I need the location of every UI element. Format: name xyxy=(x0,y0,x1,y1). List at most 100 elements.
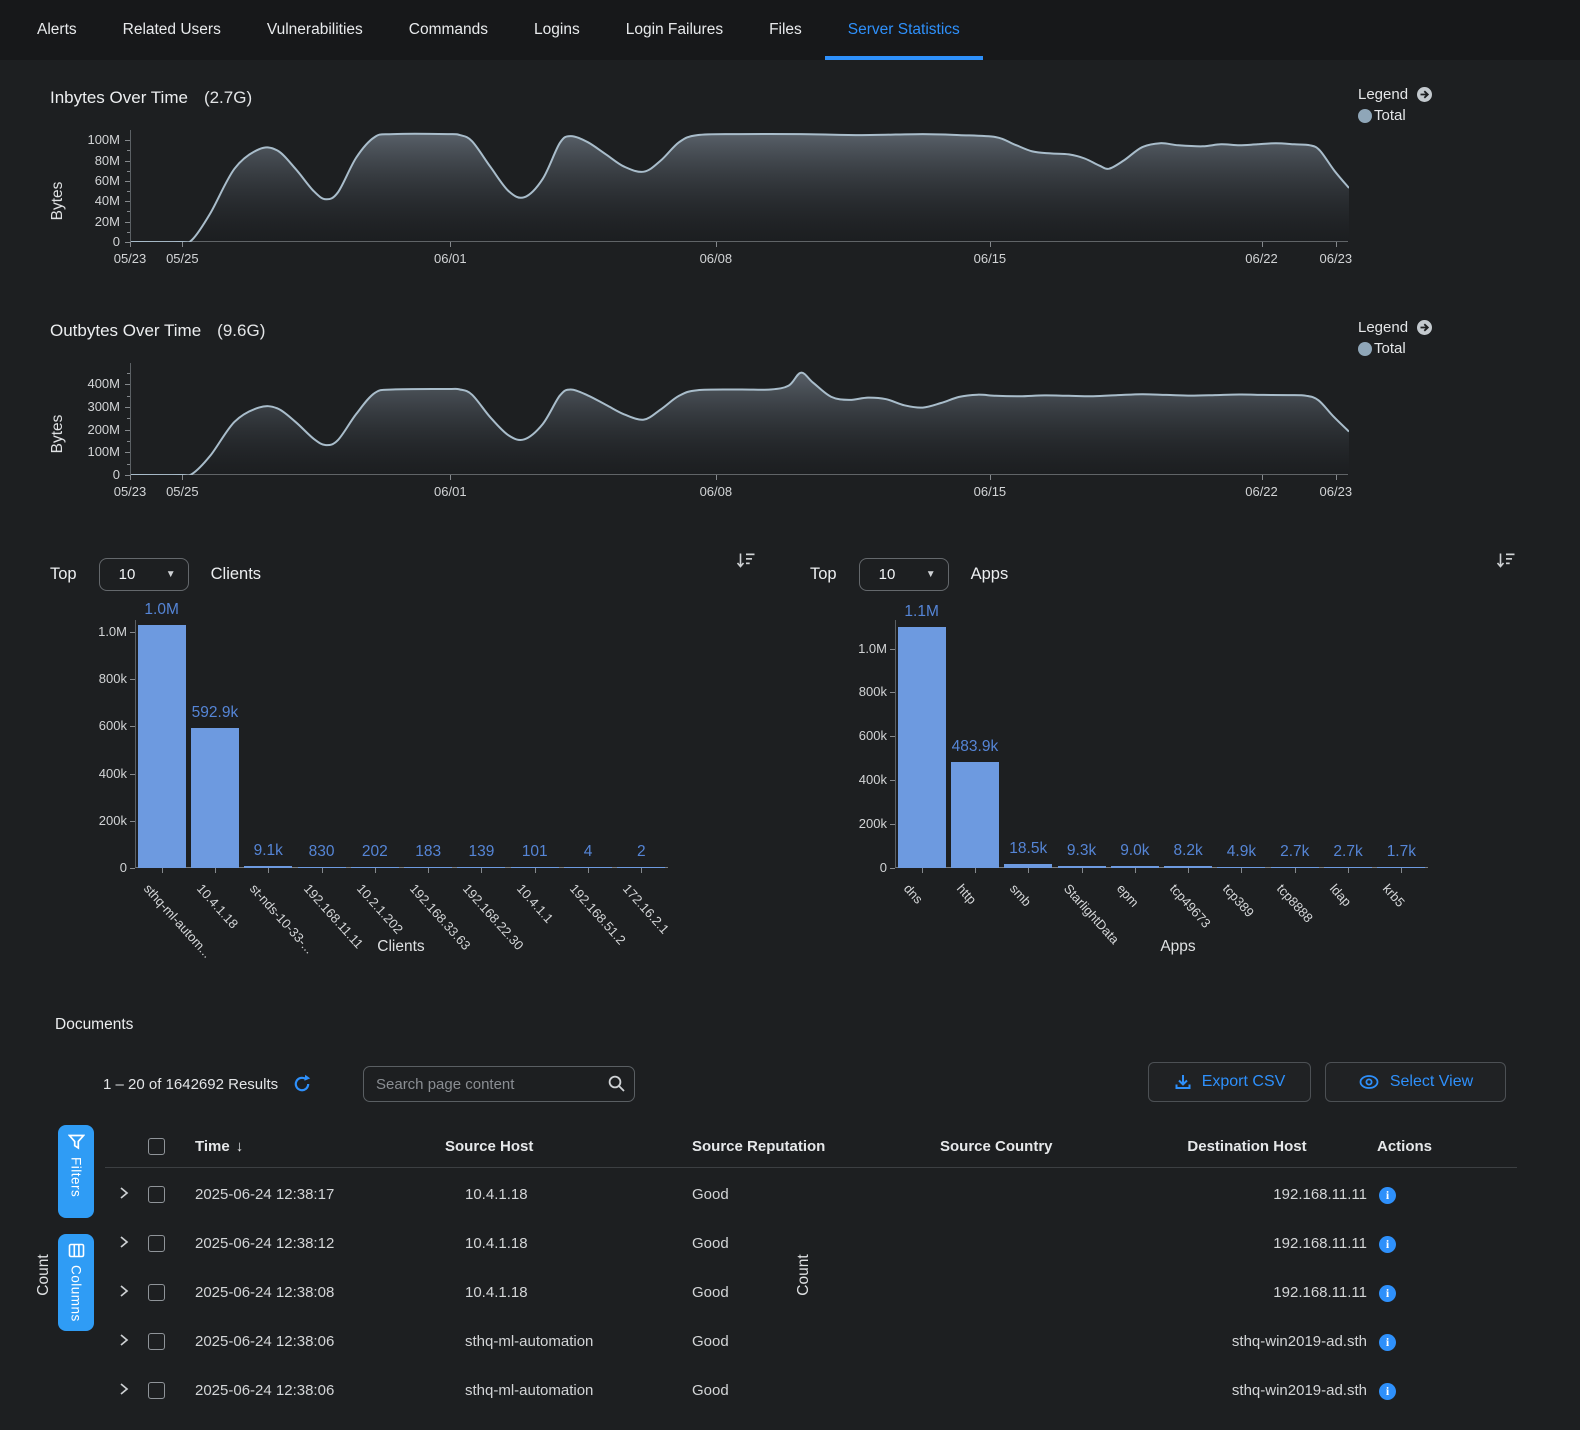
bar-st-nds-10-33[interactable] xyxy=(244,865,293,868)
bar-value-label: 9.1k xyxy=(253,841,283,859)
expand-row-chevron-icon[interactable] xyxy=(119,1186,129,1200)
x-axis-title: Apps xyxy=(1160,938,1196,955)
x-axis-tick-label: 06/22 xyxy=(1245,484,1278,499)
bar-tcp8888[interactable] xyxy=(1270,867,1319,868)
x-axis-tick-label: 05/25 xyxy=(166,484,199,499)
bar-192-168-51-2[interactable] xyxy=(564,867,613,868)
tab-alerts[interactable]: Alerts xyxy=(37,21,77,38)
legend-expand-icon[interactable] xyxy=(1416,319,1433,336)
y-axis-tick-label: 400k xyxy=(858,772,887,788)
x-axis-category-label: 172.16.2.1 xyxy=(620,881,673,937)
bar-dns[interactable] xyxy=(897,626,946,868)
row-checkbox[interactable] xyxy=(148,1382,165,1399)
bar-epm[interactable] xyxy=(1110,866,1159,868)
row-checkbox[interactable] xyxy=(148,1333,165,1350)
select-view-label: Select View xyxy=(1389,1073,1474,1090)
bar-192-168-11-11[interactable] xyxy=(297,867,346,868)
bar-sthq-ml-autom[interactable] xyxy=(137,624,186,868)
column-header-source-country[interactable]: Source Country xyxy=(940,1137,1053,1155)
y-axis-tick-label: 200k xyxy=(858,816,887,832)
bar-10-4-1-18[interactable] xyxy=(190,727,239,868)
cell-source-host: sthq-ml-automation xyxy=(465,1333,594,1350)
y-axis-tick-label: 0 xyxy=(112,467,120,482)
table-header-row: Time ↓ Source Host Source Reputation Source … xyxy=(105,1125,1517,1167)
refresh-icon[interactable] xyxy=(292,1074,312,1094)
select-all-checkbox[interactable] xyxy=(148,1137,165,1155)
area-series-total xyxy=(131,371,1349,475)
top-count-select[interactable]: 10 ▼ xyxy=(98,558,189,591)
expand-row-chevron-icon[interactable] xyxy=(119,1284,129,1298)
bar-value-label: 9.0k xyxy=(1120,842,1150,860)
bar-value-label: 1.0M xyxy=(144,600,179,618)
outbytes-chart-section: Outbytes Over Time (9.6G) Legend Total By… xyxy=(0,293,1580,526)
cell-time: 2025-06-24 12:38:12 xyxy=(195,1235,335,1252)
search-icon[interactable] xyxy=(607,1074,626,1093)
expand-row-chevron-icon[interactable] xyxy=(119,1333,129,1347)
tab-server-statistics[interactable]: Server Statistics xyxy=(824,0,983,60)
bar-172-16-2-1[interactable] xyxy=(617,867,666,868)
x-axis-category-label: StarlightData xyxy=(1060,881,1122,947)
column-header-source-host[interactable]: Source Host xyxy=(445,1137,534,1155)
legend-label: Legend xyxy=(1358,86,1409,103)
x-axis-tick-label: 06/01 xyxy=(434,251,467,266)
column-header-source-reputation[interactable]: Source Reputation xyxy=(692,1137,826,1155)
column-header-destination-host[interactable]: Destination Host xyxy=(1187,1137,1307,1155)
export-csv-label: Export CSV xyxy=(1201,1073,1286,1090)
sort-descending-icon[interactable] xyxy=(736,552,755,569)
column-header-actions[interactable]: Actions xyxy=(1377,1137,1433,1155)
expand-row-chevron-icon[interactable] xyxy=(119,1382,129,1396)
bar-10-2-1-202[interactable] xyxy=(350,867,399,868)
bar-smb[interactable] xyxy=(1004,863,1053,868)
bar-value-label: 8.2k xyxy=(1173,842,1203,860)
search-input[interactable] xyxy=(363,1066,635,1102)
column-header-time[interactable]: Time ↓ xyxy=(195,1137,244,1155)
legend-expand-icon[interactable] xyxy=(1416,86,1433,103)
filters-button[interactable]: Filters xyxy=(58,1125,94,1218)
bar-tcp389[interactable] xyxy=(1217,866,1266,868)
row-checkbox[interactable] xyxy=(148,1186,165,1203)
y-axis-tick-label: 0 xyxy=(119,860,127,875)
legend-item-total[interactable]: Total xyxy=(1358,340,1433,357)
select-view-button[interactable]: Select View xyxy=(1325,1062,1506,1102)
row-info-icon[interactable]: i xyxy=(1379,1382,1396,1400)
bar-value-label: 1.1M xyxy=(904,602,939,620)
documents-section: Documents 1 – 20 of 1642692 Results Expo… xyxy=(0,1000,1580,1430)
cell-source-host: sthq-ml-automation xyxy=(465,1382,594,1399)
row-checkbox[interactable] xyxy=(148,1235,165,1252)
bar-ldap[interactable] xyxy=(1324,867,1373,868)
row-info-icon[interactable]: i xyxy=(1379,1235,1396,1253)
area-series-total xyxy=(131,132,1349,242)
sort-descending-icon[interactable] xyxy=(1496,552,1515,569)
top-count-select[interactable]: 10 ▼ xyxy=(858,558,949,591)
bar-10-4-1-1[interactable] xyxy=(510,867,559,868)
bar-http[interactable] xyxy=(950,761,999,868)
row-checkbox[interactable] xyxy=(148,1284,165,1301)
legend-item-label: Total xyxy=(1374,107,1406,124)
columns-button[interactable]: Columns xyxy=(58,1234,94,1331)
cell-source-host: 10.4.1.18 xyxy=(465,1284,528,1301)
x-axis-category-label: 10.2.1.202 xyxy=(353,881,406,937)
row-info-icon[interactable]: i xyxy=(1379,1186,1396,1204)
cell-source-reputation: Good xyxy=(692,1382,729,1399)
bar-krb5[interactable] xyxy=(1377,867,1426,868)
bar-192-168-33-63[interactable] xyxy=(404,867,453,868)
table-row: 2025-06-24 12:38:06 sthq-ml-automation Goo… xyxy=(105,1317,1517,1366)
legend-item-total[interactable]: Total xyxy=(1358,107,1433,124)
x-axis-tick-label: 06/15 xyxy=(973,251,1007,266)
tab-commands[interactable]: Commands xyxy=(408,21,489,38)
tab-related-users[interactable]: Related Users xyxy=(122,21,221,38)
row-info-icon[interactable]: i xyxy=(1379,1333,1396,1351)
bar-tcp49673[interactable] xyxy=(1164,866,1213,868)
bar-192-168-22-30[interactable] xyxy=(457,867,506,868)
row-info-icon[interactable]: i xyxy=(1379,1284,1396,1302)
tab-files[interactable]: Files xyxy=(769,21,802,38)
expand-row-chevron-icon[interactable] xyxy=(119,1235,129,1249)
tab-vulnerabilities[interactable]: Vulnerabilities xyxy=(266,21,363,38)
tab-logins[interactable]: Logins xyxy=(534,21,580,38)
x-axis-category-label: tcp8888 xyxy=(1273,881,1316,926)
bar-starlightdata[interactable] xyxy=(1057,865,1106,868)
x-axis-tick-label: 06/22 xyxy=(1245,251,1278,266)
export-csv-button[interactable]: Export CSV xyxy=(1148,1062,1311,1102)
tab-login-failures[interactable]: Login Failures xyxy=(625,21,724,38)
chart-title: Outbytes Over Time (9.6G) xyxy=(50,321,265,341)
